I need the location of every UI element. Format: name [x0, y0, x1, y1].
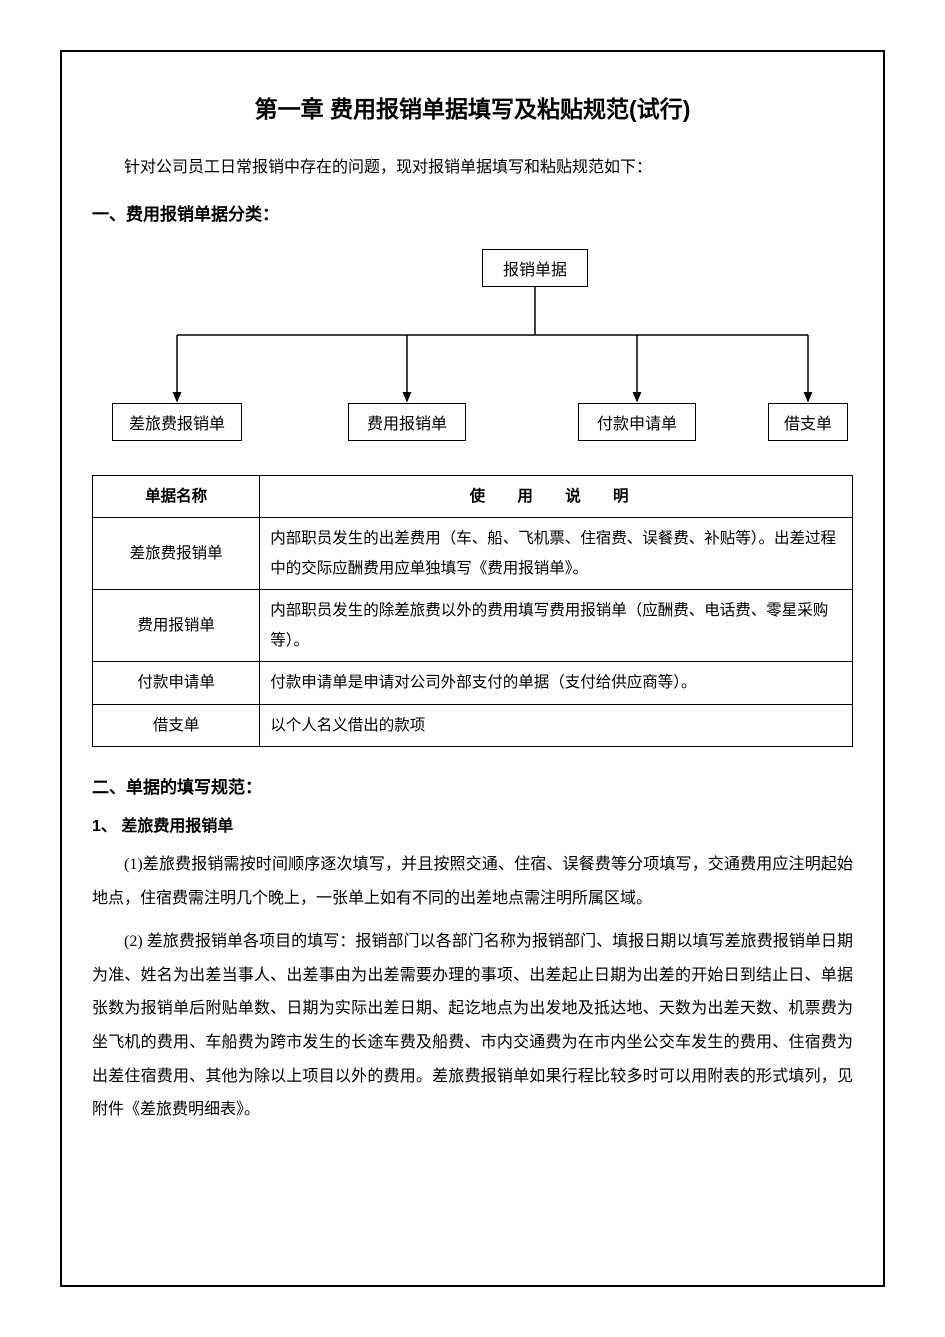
table-row: 付款申请单付款申请单是申请对公司外部支付的单据（支付给供应商等）。 [93, 662, 853, 704]
usage-table: 单据名称 使 用 说 明 差旅费报销单内部职员发生的出差费用（车、船、飞机票、住… [92, 475, 853, 747]
intro-paragraph: 针对公司员工日常报销中存在的问题，现对报销单据填写和粘贴规范如下： [92, 152, 853, 184]
table-cell-desc: 内部职员发生的出差费用（车、船、飞机票、住宿费、误餐费、补贴等）。出差过程中的交… [260, 518, 853, 590]
col-header-desc: 使 用 说 明 [260, 476, 853, 518]
item-1-para-1: (1)差旅费报销需按时间顺序逐次填写，并且按照交通、住宿、误餐费等分项填写，交通… [92, 848, 853, 915]
chapter-title: 第一章 费用报销单据填写及粘贴规范(试行) [92, 90, 853, 124]
table-row: 费用报销单内部职员发生的除差旅费以外的费用填写费用报销单（应酬费、电话费、零星采… [93, 590, 853, 662]
table-row: 借支单以个人名义借出的款项 [93, 704, 853, 746]
chart-child-node: 付款申请单 [578, 403, 696, 441]
table-cell-name: 付款申请单 [93, 662, 260, 704]
table-cell-name: 差旅费报销单 [93, 518, 260, 590]
table-cell-desc: 以个人名义借出的款项 [260, 704, 853, 746]
section-1-heading: 一、费用报销单据分类： [92, 200, 853, 225]
section-2-heading: 二、单据的填写规范： [92, 773, 853, 798]
chart-child-node: 费用报销单 [348, 403, 466, 441]
table-cell-name: 费用报销单 [93, 590, 260, 662]
org-chart: 报销单据差旅费报销单 费用报销单 付款申请单 借支单 [92, 237, 853, 457]
table-row: 差旅费报销单内部职员发生的出差费用（车、船、飞机票、住宿费、误餐费、补贴等）。出… [93, 518, 853, 590]
chart-root-node: 报销单据 [482, 249, 588, 287]
chart-child-node: 差旅费报销单 [112, 403, 242, 441]
item-1-para-2: (2) 差旅费报销单各项目的填写：报销部门以各部门名称为报销部门、填报日期以填写… [92, 925, 853, 1127]
table-cell-name: 借支单 [93, 704, 260, 746]
document-page: 第一章 费用报销单据填写及粘贴规范(试行) 针对公司员工日常报销中存在的问题，现… [60, 50, 885, 1287]
table-cell-desc: 内部职员发生的除差旅费以外的费用填写费用报销单（应酬费、电话费、零星采购等）。 [260, 590, 853, 662]
table-header-row: 单据名称 使 用 说 明 [93, 476, 853, 518]
chart-child-node: 借支单 [768, 403, 848, 441]
item-1-heading: 1、 差旅费用报销单 [92, 812, 853, 836]
table-cell-desc: 付款申请单是申请对公司外部支付的单据（支付给供应商等）。 [260, 662, 853, 704]
col-header-name: 单据名称 [93, 476, 260, 518]
